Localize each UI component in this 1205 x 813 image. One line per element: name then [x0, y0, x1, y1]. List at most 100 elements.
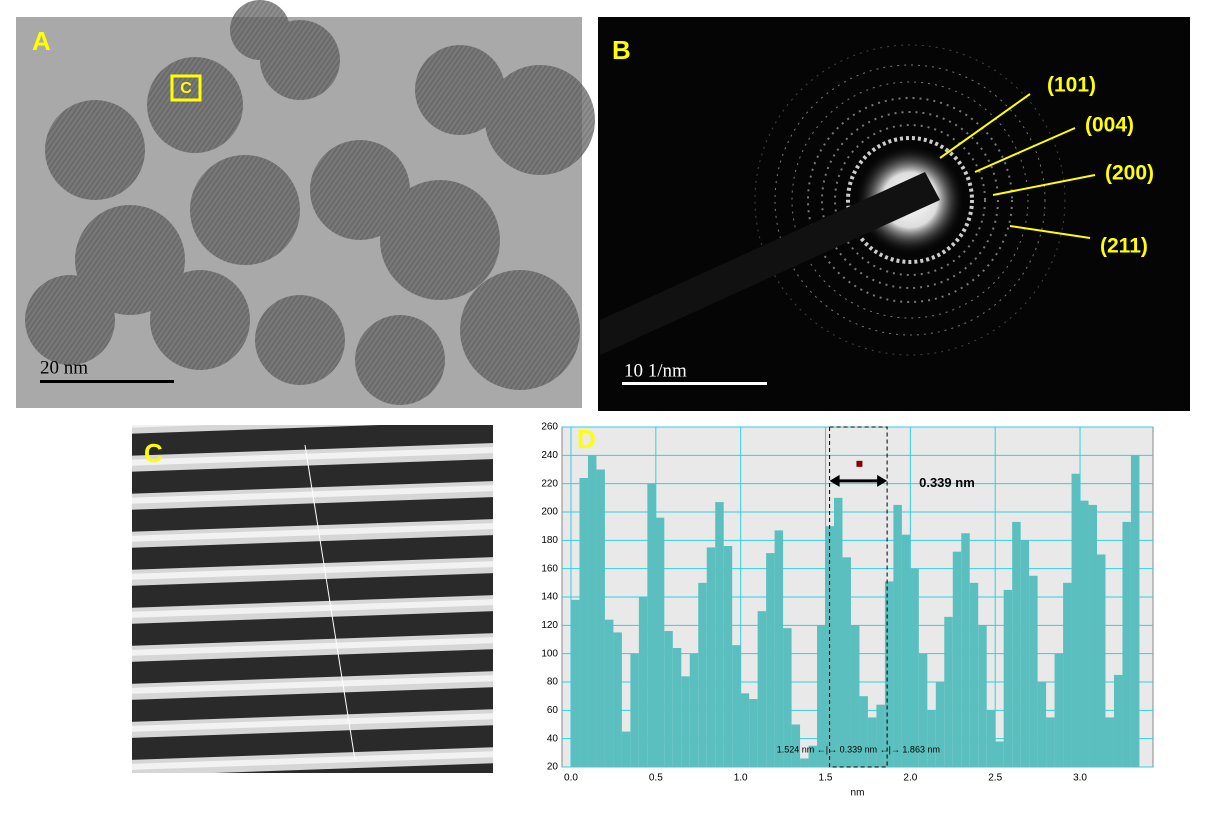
profile-line — [304, 444, 356, 761]
bar — [961, 533, 970, 767]
bar — [1071, 473, 1081, 767]
y-tick-label: 220 — [541, 478, 558, 489]
rings — [754, 44, 1066, 356]
bar — [876, 704, 885, 767]
bar — [867, 717, 877, 767]
bar — [681, 676, 690, 767]
bar — [613, 632, 622, 767]
zoom-box — [170, 74, 202, 102]
x-axis-label: nm — [851, 788, 865, 799]
panel-a: C A 20 nm — [16, 0, 595, 408]
bar — [859, 696, 868, 767]
bar — [1088, 504, 1098, 767]
bar — [664, 631, 673, 767]
bar — [901, 534, 911, 767]
bar — [986, 710, 996, 767]
bar — [1020, 540, 1030, 767]
y-tick-label: 20 — [547, 762, 559, 773]
y-tick-label: 120 — [541, 620, 558, 631]
bar — [952, 551, 962, 767]
bar — [698, 582, 707, 767]
y-tick-label: 240 — [541, 450, 558, 461]
bar — [621, 731, 631, 767]
bar — [647, 483, 656, 767]
bar — [1037, 682, 1047, 767]
measure-label: 0.339 nm — [919, 475, 975, 490]
y-tick-label: 100 — [541, 648, 558, 659]
bar — [969, 582, 979, 767]
bar — [655, 517, 665, 767]
ring-label: (200) — [1105, 162, 1154, 185]
x-tick-label: 2.0 — [903, 773, 917, 784]
bar — [774, 530, 784, 767]
arrow-head — [877, 474, 888, 487]
particles — [25, 0, 595, 405]
y-tick-label: 160 — [541, 563, 558, 574]
panel-b: (101) (004) (200) (211) B 10 1/nm — [598, 17, 1190, 411]
bar — [910, 568, 919, 767]
bar — [808, 745, 818, 767]
y-tick-label: 80 — [547, 677, 559, 688]
bar — [638, 597, 648, 767]
panel-label: B — [612, 35, 631, 65]
y-tick-label: 200 — [541, 507, 558, 518]
bar — [850, 625, 860, 767]
x-tick-label: 1.0 — [734, 773, 748, 784]
bar — [579, 478, 588, 767]
bar — [596, 469, 605, 767]
bar — [723, 546, 733, 767]
y-tick-label: 260 — [541, 422, 558, 433]
arrow-head — [829, 474, 840, 487]
bar — [732, 645, 741, 767]
panel-d: 20 40 60 80 100 120 140 160 180 200 220 240 260 0.0 0.… — [541, 422, 1154, 799]
bar — [1054, 653, 1064, 767]
bar — [800, 758, 809, 767]
ring-label: (004) — [1085, 114, 1134, 137]
bar — [689, 653, 699, 767]
bar — [1113, 674, 1123, 767]
bar — [791, 724, 801, 767]
bar — [918, 653, 928, 767]
bar — [604, 619, 614, 767]
bar — [630, 653, 639, 767]
bar — [766, 553, 775, 767]
bar — [944, 616, 953, 767]
panel-label: A — [32, 26, 51, 56]
panel-c: C — [132, 425, 493, 773]
bar — [935, 682, 945, 767]
bar — [1029, 575, 1038, 767]
measure-box — [829, 426, 888, 768]
x-tick-label: 0.5 — [649, 773, 663, 784]
ring-label: (101) — [1047, 74, 1096, 97]
bar — [1122, 521, 1131, 767]
bar — [1046, 717, 1055, 767]
bar — [1105, 717, 1114, 767]
bar — [842, 557, 851, 767]
bar — [757, 611, 767, 767]
y-tick-label: 140 — [541, 592, 558, 603]
x-tick-label: 0.0 — [564, 773, 578, 784]
bar — [587, 455, 597, 767]
bar — [1063, 582, 1072, 767]
x-tick-label: 2.5 — [988, 773, 1002, 784]
measure-readout: 1.524 nm ←|→ 0.339 nm ←|→ 1.863 nm — [777, 744, 940, 754]
y-tick-label: 40 — [547, 733, 559, 744]
bar — [1003, 589, 1013, 767]
zoom-label: C — [180, 80, 192, 97]
panel-label: C — [144, 438, 163, 468]
bar — [995, 741, 1004, 767]
y-tick-label: 60 — [547, 705, 559, 716]
bar — [884, 581, 894, 767]
scale-bar-label: 10 1/nm — [624, 360, 687, 381]
y-tick-label: 180 — [541, 535, 558, 546]
bar — [740, 693, 750, 767]
bar — [893, 504, 902, 767]
ring-label: (211) — [1100, 235, 1148, 258]
ring-pointers — [939, 93, 1096, 239]
scale-bar — [40, 380, 174, 383]
bar — [715, 502, 724, 767]
bar — [1012, 521, 1021, 767]
panel-label: D — [577, 424, 596, 454]
